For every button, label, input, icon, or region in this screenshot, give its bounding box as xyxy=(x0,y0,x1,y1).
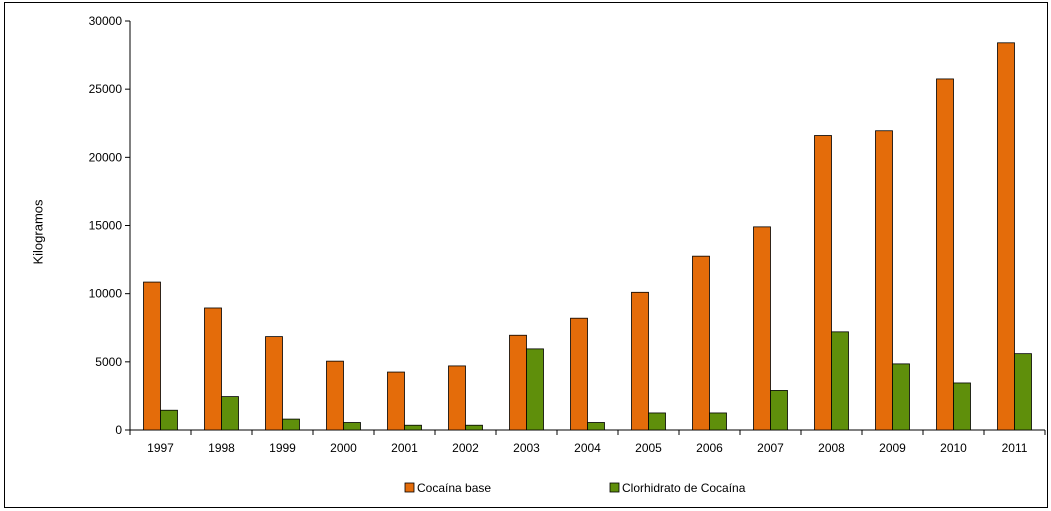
bar-cocaina-base-2006 xyxy=(692,255,710,431)
bar-clorhidrato-2000 xyxy=(343,422,361,431)
x-tick-label: 2009 xyxy=(879,441,906,455)
x-tick-label: 1999 xyxy=(269,441,296,455)
x-tick-label: 2000 xyxy=(330,441,357,455)
y-tick-label: 25000 xyxy=(89,82,123,96)
legend-label: Cocaína base xyxy=(417,481,491,495)
bar-cocaina-base-2010 xyxy=(936,78,954,431)
y-tick-label: 0 xyxy=(115,423,122,437)
bar-clorhidrato-2002 xyxy=(465,424,483,431)
bar-cocaina-base-2005 xyxy=(631,291,649,431)
x-tick-label: 1997 xyxy=(147,441,174,455)
bar-cocaina-base-2004 xyxy=(570,317,588,431)
bar-clorhidrato-2003 xyxy=(526,348,544,431)
x-tick-label: 2002 xyxy=(452,441,479,455)
bar-clorhidrato-2006 xyxy=(709,412,727,431)
x-tick-label: 2006 xyxy=(696,441,723,455)
x-tick-label: 2005 xyxy=(635,441,662,455)
x-tick-label: 2004 xyxy=(574,441,601,455)
y-tick-label: 30000 xyxy=(89,14,123,28)
x-tick-label: 2001 xyxy=(391,441,418,455)
bars xyxy=(143,42,1032,431)
bar-clorhidrato-2004 xyxy=(587,422,605,431)
x-tick-label: 2010 xyxy=(940,441,967,455)
bar-clorhidrato-2007 xyxy=(770,390,788,431)
legend: Cocaína base Clorhidrato de Cocaína xyxy=(404,481,746,495)
bar-cocaina-base-2000 xyxy=(326,360,344,431)
x-tick-label: 2008 xyxy=(818,441,845,455)
y-tick-label: 10000 xyxy=(89,287,123,301)
legend-label: Clorhidrato de Cocaína xyxy=(622,481,746,495)
x-tick-label: 2007 xyxy=(757,441,784,455)
bar-clorhidrato-2008 xyxy=(831,331,849,431)
bar-clorhidrato-2005 xyxy=(648,412,666,431)
bar-cocaina-base-2002 xyxy=(448,365,466,431)
x-tick-label: 2003 xyxy=(513,441,540,455)
bar-clorhidrato-2011 xyxy=(1014,353,1032,431)
bar-cocaina-base-2003 xyxy=(509,334,527,431)
y-tick-label: 5000 xyxy=(95,355,122,369)
bar-cocaina-base-2007 xyxy=(753,226,771,431)
x-tick-label: 1998 xyxy=(208,441,235,455)
bar-clorhidrato-1999 xyxy=(282,418,300,431)
y-axis-ticks: 0 5000 10000 15000 20000 25000 30000 xyxy=(89,14,130,437)
legend-swatch xyxy=(609,482,620,493)
bar-cocaina-base-1997 xyxy=(143,281,161,431)
bar-cocaina-base-2001 xyxy=(387,371,405,431)
bar-cocaina-base-1998 xyxy=(204,307,222,431)
x-tick-label: 2011 xyxy=(1002,441,1028,455)
y-tick-label: 20000 xyxy=(89,150,123,164)
y-axis-label: Kilogramos xyxy=(30,199,45,265)
bar-cocaina-base-2011 xyxy=(997,42,1015,431)
x-axis-ticks: 1997 1998 1999 2000 2001 2002 2003 2004 2005 2006… xyxy=(129,430,1046,455)
bar-clorhidrato-2001 xyxy=(404,424,422,431)
bar-cocaina-base-2009 xyxy=(875,130,893,431)
bar-cocaina-base-1999 xyxy=(265,336,283,431)
bar-cocaina-base-2008 xyxy=(814,135,832,431)
bar-clorhidrato-2009 xyxy=(892,363,910,431)
bar-clorhidrato-1998 xyxy=(221,396,239,431)
bar-clorhidrato-2010 xyxy=(953,382,971,431)
legend-swatch xyxy=(404,482,415,493)
bar-clorhidrato-1997 xyxy=(160,409,178,431)
y-tick-label: 15000 xyxy=(89,219,123,233)
